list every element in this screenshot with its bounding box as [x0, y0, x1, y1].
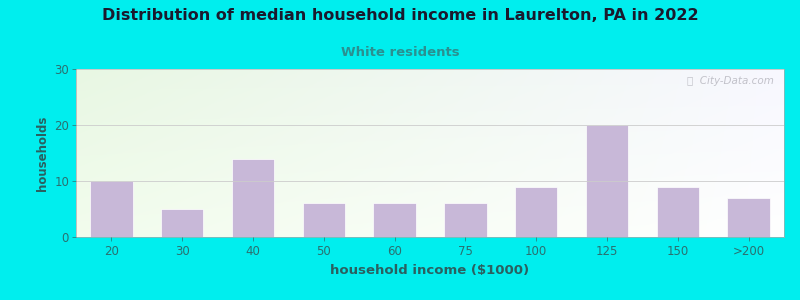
- Bar: [374, 203, 416, 237]
- Text: ⓘ  City-Data.com: ⓘ City-Data.com: [686, 76, 774, 86]
- Text: White residents: White residents: [341, 46, 459, 59]
- Bar: [657, 187, 699, 237]
- Y-axis label: households: households: [36, 115, 49, 191]
- Bar: [727, 198, 770, 237]
- Text: Distribution of median household income in Laurelton, PA in 2022: Distribution of median household income …: [102, 8, 698, 22]
- Bar: [161, 209, 203, 237]
- Bar: [90, 181, 133, 237]
- Bar: [586, 125, 628, 237]
- Bar: [232, 159, 274, 237]
- Bar: [444, 203, 486, 237]
- Bar: [515, 187, 558, 237]
- Bar: [302, 203, 345, 237]
- X-axis label: household income ($1000): household income ($1000): [330, 264, 530, 277]
